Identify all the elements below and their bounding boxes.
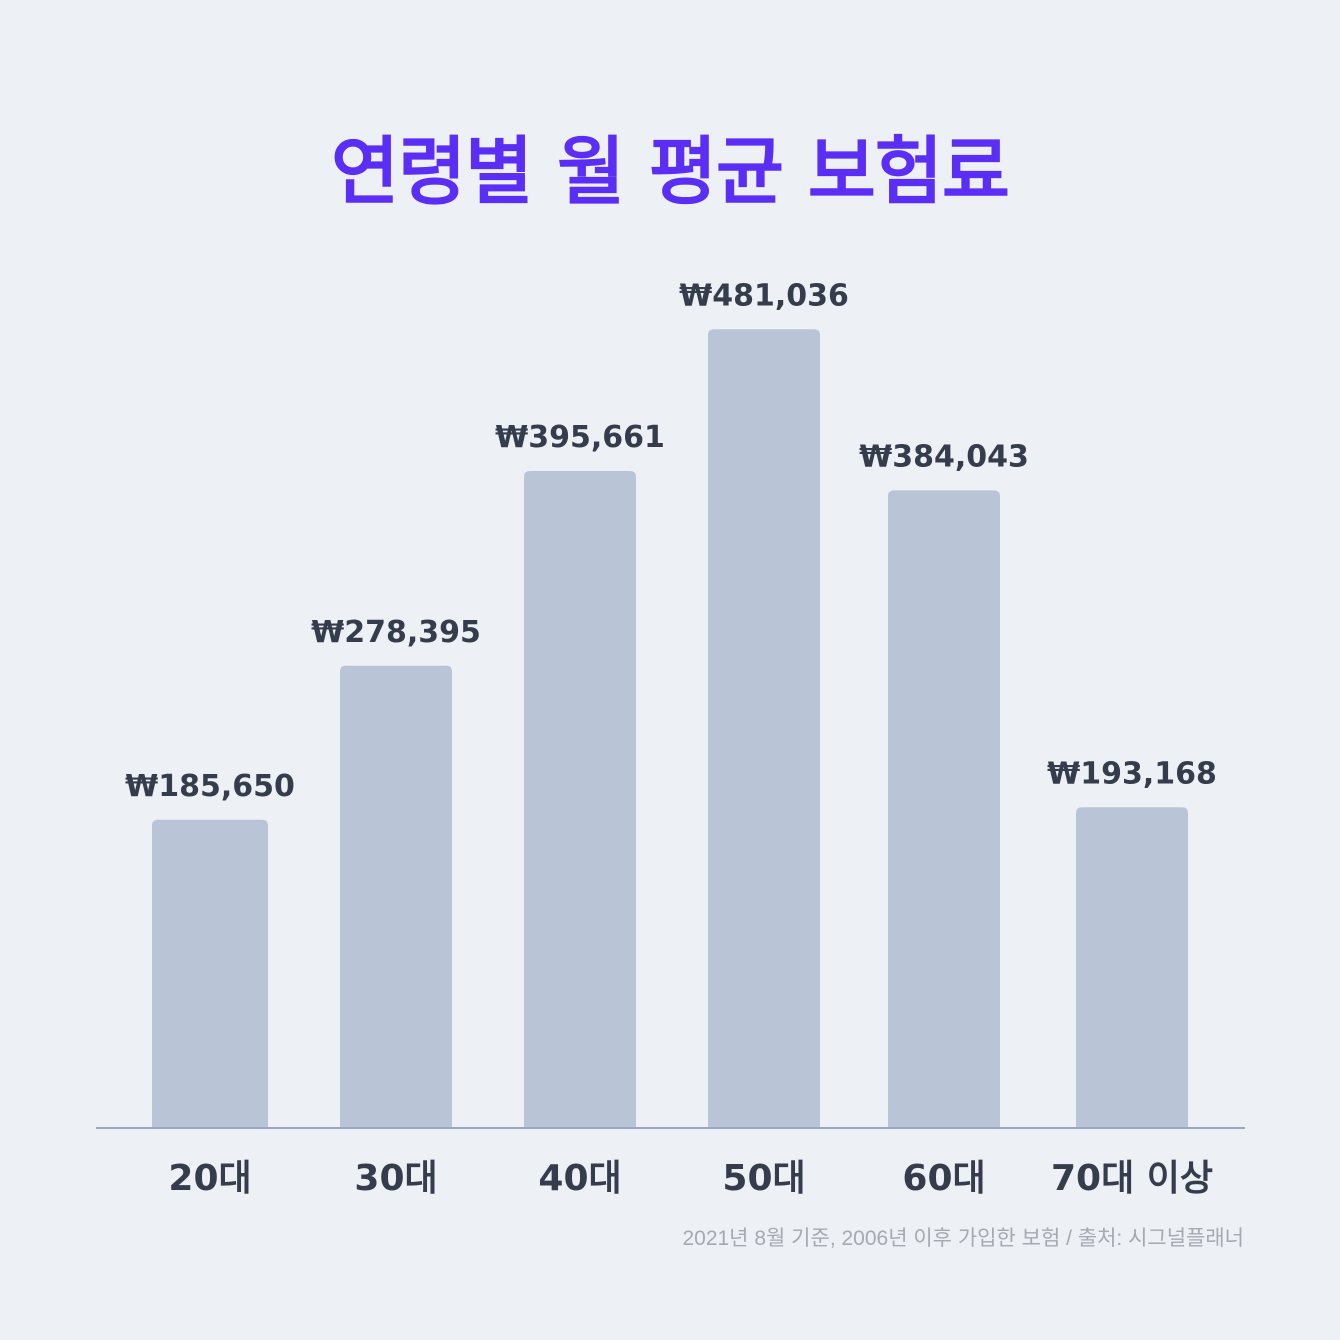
category-label-2: 40대	[538, 1158, 621, 1199]
footnote: 2021년 8월 기준, 2006년 이후 가입한 보험 / 출처: 시그널플래…	[682, 1227, 1244, 1250]
value-label-4: ₩384,043	[859, 439, 1029, 474]
value-label-5: ₩193,168	[1047, 756, 1217, 791]
value-label-3: ₩481,036	[679, 278, 849, 313]
bar-3	[708, 329, 820, 1128]
value-label-0: ₩185,650	[125, 769, 295, 804]
labels-group: ₩185,650 20대 ₩278,395 30대 ₩395,661 40대 ₩481,03…	[125, 278, 1217, 1199]
category-label-3: 50대	[722, 1158, 805, 1199]
value-label-1: ₩278,395	[311, 615, 481, 650]
bar-0	[152, 819, 268, 1128]
bar-5	[1076, 807, 1188, 1128]
category-label-4: 60대	[902, 1158, 985, 1199]
category-label-1: 30대	[354, 1158, 437, 1199]
chart-title: 연령별 월 평균 보험료	[330, 129, 1010, 215]
value-label-2: ₩395,661	[495, 420, 665, 455]
bars-group	[152, 329, 1188, 1128]
bar-4	[888, 490, 1000, 1128]
bar-2	[524, 471, 636, 1128]
bar-1	[340, 665, 452, 1128]
category-label-0: 20대	[168, 1158, 251, 1199]
category-label-5: 70대 이상	[1051, 1158, 1213, 1199]
